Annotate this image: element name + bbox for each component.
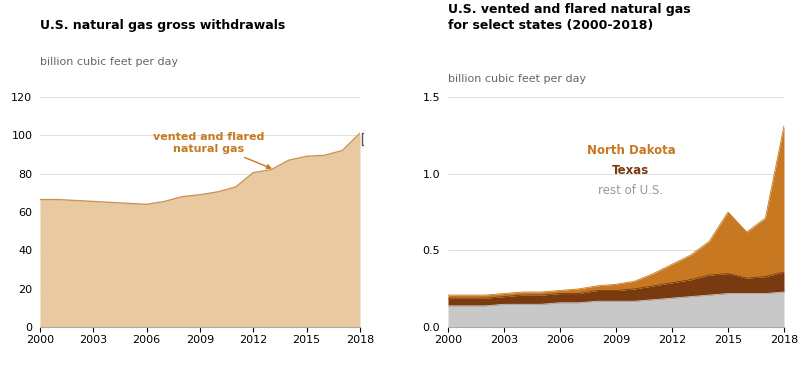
Text: North Dakota: North Dakota <box>586 144 675 157</box>
Text: billion cubic feet per day: billion cubic feet per day <box>40 57 178 67</box>
Text: Texas: Texas <box>612 164 650 177</box>
Text: U.S. natural gas gross withdrawals: U.S. natural gas gross withdrawals <box>40 19 286 32</box>
Text: vented and flared
natural gas: vented and flared natural gas <box>154 132 270 169</box>
Text: billion cubic feet per day: billion cubic feet per day <box>448 74 586 84</box>
Text: U.S. vented and flared natural gas
for select states (2000-2018): U.S. vented and flared natural gas for s… <box>448 3 690 32</box>
Text: rest of U.S.: rest of U.S. <box>598 184 663 196</box>
